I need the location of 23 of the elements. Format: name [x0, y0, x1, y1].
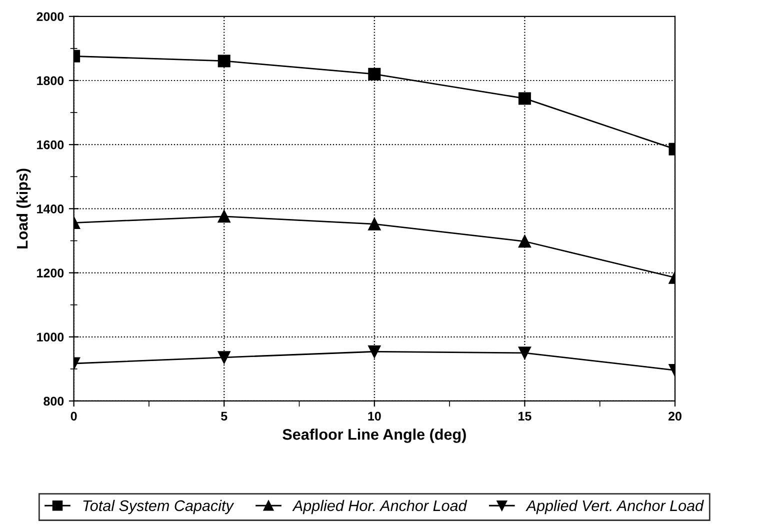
legend-label: Applied Hor. Anchor Load	[292, 500, 468, 514]
x-tick-label: 20	[668, 412, 682, 421]
x-tick-label: 0	[70, 412, 77, 421]
x-axis-title: Seafloor Line Angle (deg)	[282, 428, 466, 443]
legend-label: Total System Capacity	[83, 500, 234, 514]
x-tick-label: 5	[221, 412, 228, 421]
point	[368, 68, 381, 80]
y-tick-label: 1000	[37, 332, 64, 342]
point	[518, 92, 531, 105]
x-tick-label: 15	[518, 412, 532, 421]
y-tick-label: 1400	[37, 204, 64, 214]
y-axis-title: Load (kips)	[16, 168, 31, 248]
y-tick-label: 1800	[37, 76, 64, 86]
point	[518, 346, 531, 360]
y-tick-label: 1200	[37, 268, 64, 278]
y-tick-label: 800	[44, 396, 64, 406]
point	[368, 218, 381, 230]
y-tick-label: 1600	[37, 140, 64, 150]
point	[518, 235, 531, 248]
y-tick-label: 2000	[36, 12, 64, 22]
point	[368, 345, 381, 358]
legend-label: Applied Vert. Anchor Load	[526, 500, 704, 514]
x-tick-label: 10	[368, 412, 381, 421]
